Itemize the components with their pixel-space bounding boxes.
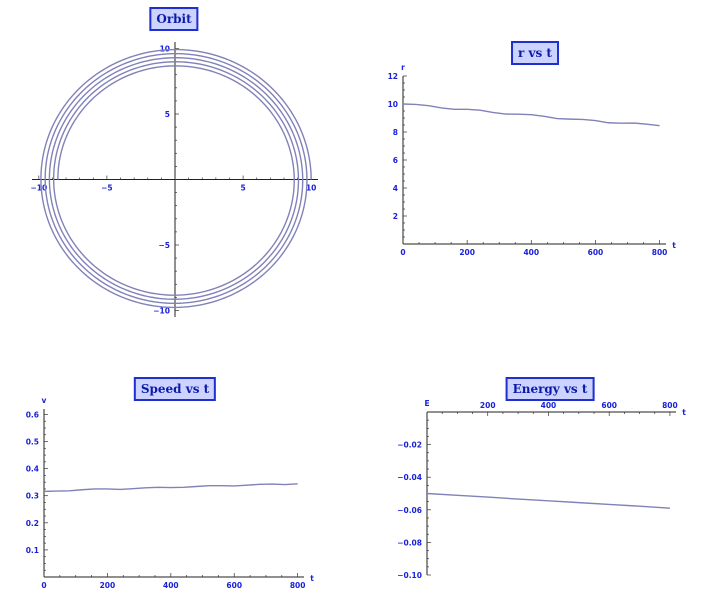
r-ytick-label: 2 — [393, 212, 398, 221]
speed-xtick-label: 0 — [41, 581, 46, 590]
r-xtick-label: 0 — [400, 248, 405, 257]
speed-series-line — [43, 483, 298, 493]
speed-ytick-label: 0.4 — [26, 465, 39, 474]
speed-title: Speed vs t — [133, 377, 217, 401]
orbit-xtick-label: 10 — [306, 184, 316, 193]
orbit-ytick-label: 10 — [160, 45, 170, 54]
r-xtick-label: 200 — [459, 248, 475, 257]
speed-ytick-label: 0.3 — [26, 492, 39, 501]
speed-ytick-label: 0.5 — [26, 438, 39, 447]
orbit-spiral — [40, 48, 312, 309]
r-ticks: 0 200 400 600 800 2 4 6 8 10 12 t r — [388, 63, 677, 257]
energy-x-label: t — [682, 408, 686, 417]
energy-ytick-label: −0.06 — [397, 506, 422, 515]
speed-ytick-label: 0.6 — [26, 410, 39, 419]
speed-xtick-label: 600 — [226, 581, 242, 590]
r-series-line — [402, 103, 660, 127]
energy-ytick-label: −0.04 — [397, 473, 422, 482]
speed-xtick-label: 200 — [100, 581, 116, 590]
energy-plot: 200 400 600 800 −0.02 −0.04 −0.06 −0.08 −0.10 t E — [397, 399, 686, 580]
speed-plot: 0 200 400 600 800 0.1 0.2 0.3 0.4 0.5 0.6 t v — [26, 396, 315, 590]
energy-xtick-label: 600 — [601, 401, 617, 410]
speed-y-label: v — [42, 396, 47, 405]
speed-axes — [43, 409, 304, 578]
orbit-title: Orbit — [149, 7, 199, 31]
speed-xtick-label: 400 — [163, 581, 179, 590]
energy-series-line — [426, 492, 670, 509]
r-xtick-label: 800 — [652, 248, 668, 257]
energy-xtick-label: 200 — [480, 401, 496, 410]
energy-title: Energy vs t — [505, 377, 595, 401]
r-title: r vs t — [511, 41, 559, 65]
r-ytick-label: 4 — [393, 184, 398, 193]
energy-xtick-label: 800 — [662, 401, 678, 410]
r-y-label: r — [401, 63, 405, 72]
speed-ytick-label: 0.2 — [26, 519, 39, 528]
speed-x-label: t — [310, 574, 314, 583]
r-xtick-label: 600 — [588, 248, 604, 257]
speed-ytick-label: 0.1 — [26, 546, 39, 555]
r-ytick-label: 12 — [388, 72, 398, 81]
r-ytick-label: 8 — [393, 128, 398, 137]
energy-ytick-label: −0.10 — [397, 571, 422, 580]
orbit-ytick-label: −10 — [153, 306, 170, 315]
orbit-ticks: −10 −5 5 10 −10 −5 5 10 — [30, 45, 316, 316]
orbit-ytick-label: −5 — [158, 241, 170, 250]
energy-ytick-label: −0.08 — [397, 538, 422, 547]
orbit-ytick-label: 5 — [165, 110, 170, 119]
r-x-label: t — [672, 241, 676, 250]
r-plot: 0 200 400 600 800 2 4 6 8 10 12 t r — [388, 63, 677, 257]
orbit-xtick-label: −10 — [30, 184, 47, 193]
orbit-plot: −10 −5 5 10 −10 −5 5 10 — [30, 42, 318, 317]
r-ytick-label: 6 — [393, 156, 398, 165]
r-axes — [402, 76, 666, 245]
energy-xtick-label: 400 — [541, 401, 557, 410]
orbit-xtick-label: −5 — [101, 184, 113, 193]
speed-ticks: 0 200 400 600 800 0.1 0.2 0.3 0.4 0.5 0.6 t v — [26, 396, 315, 590]
r-ytick-label: 10 — [388, 100, 398, 109]
energy-y-label: E — [424, 399, 429, 408]
speed-xtick-label: 800 — [290, 581, 306, 590]
orbit-xtick-label: 5 — [240, 184, 245, 193]
energy-ticks: 200 400 600 800 −0.02 −0.04 −0.06 −0.08 −0.10 t E — [397, 399, 686, 580]
energy-ytick-label: −0.02 — [397, 441, 422, 450]
r-xtick-label: 400 — [523, 248, 539, 257]
energy-axes — [426, 411, 676, 575]
